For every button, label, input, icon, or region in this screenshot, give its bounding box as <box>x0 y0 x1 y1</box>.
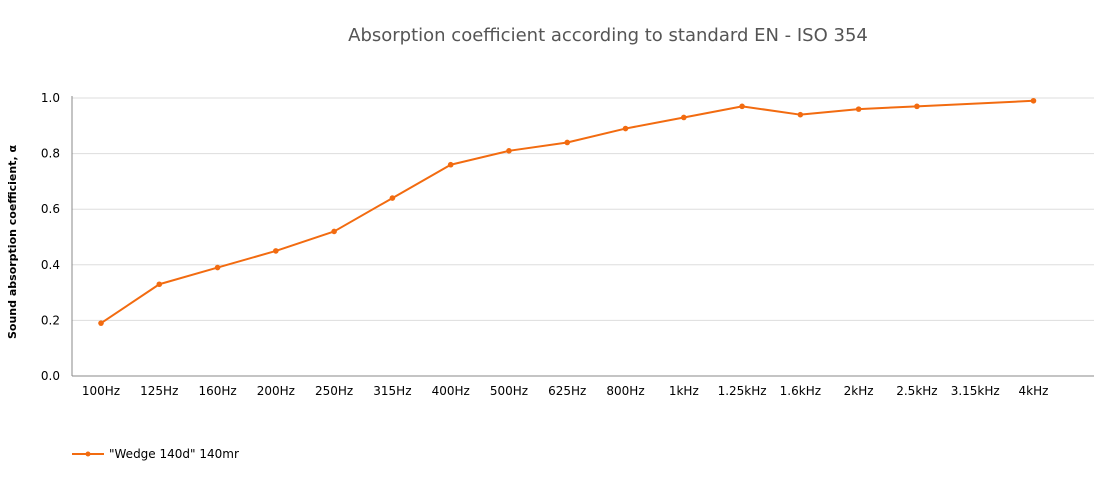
axes <box>71 96 1094 377</box>
legend-label: "Wedge 140d" 140mr <box>109 447 239 461</box>
data-point <box>739 103 745 110</box>
data-point <box>855 106 862 112</box>
y-tick-label: 0.8 <box>41 147 60 161</box>
data-point <box>331 228 337 235</box>
series-layer <box>98 97 1037 326</box>
data-point <box>273 248 279 254</box>
x-tick-label: 625Hz <box>548 384 586 398</box>
x-tick-label: 315Hz <box>373 384 411 398</box>
data-point <box>1030 97 1037 104</box>
legend-marker-swatch <box>85 451 91 457</box>
data-point <box>506 148 512 154</box>
y-tick-label: 0.6 <box>41 202 60 216</box>
grid-lines <box>72 97 1094 321</box>
x-tick-label: 400Hz <box>432 384 470 398</box>
series-line <box>100 99 1034 325</box>
x-tick-label: 200Hz <box>257 384 295 398</box>
legend[interactable]: "Wedge 140d" 140mr <box>72 447 239 461</box>
y-axis-title: Sound absorption coefficient, α <box>6 145 19 339</box>
x-tick-label: 250Hz <box>315 384 353 398</box>
x-tick-label: 4kHz <box>1019 384 1049 398</box>
data-point <box>622 125 629 132</box>
x-tick-label: 1.25kHz <box>718 384 767 398</box>
y-tick-labels: 0.0 0.2 0.4 0.6 0.8 1.0 <box>41 91 60 383</box>
y-tick-label: 0.2 <box>41 313 60 327</box>
data-point <box>797 111 804 118</box>
data-point <box>156 281 163 288</box>
data-point <box>389 195 396 201</box>
data-point <box>98 320 104 326</box>
data-point <box>681 114 687 121</box>
x-tick-label: 800Hz <box>606 384 644 398</box>
x-tick-label: 125Hz <box>140 384 178 398</box>
x-tick-label: 2.5kHz <box>896 384 937 398</box>
x-tick-label: 2kHz <box>844 384 874 398</box>
chart-title: Absorption coefficient according to stan… <box>348 25 868 46</box>
x-tick-label: 1kHz <box>669 384 699 398</box>
data-point <box>564 139 571 146</box>
data-point <box>214 264 221 271</box>
y-tick-label: 0.0 <box>41 369 60 383</box>
data-point <box>914 103 920 110</box>
x-tick-label: 500Hz <box>490 384 528 398</box>
x-tick-label: 160Hz <box>198 384 236 398</box>
y-tick-label: 1.0 <box>41 91 60 105</box>
x-tick-label: 1.6kHz <box>780 384 821 398</box>
x-tick-label: 3.15kHz <box>951 384 1000 398</box>
x-tick-labels: 100Hz 125Hz 160Hz 200Hz 250Hz 315Hz 400Hz 500Hz… <box>82 384 1049 398</box>
y-tick-label: 0.4 <box>41 258 60 272</box>
data-point <box>447 161 454 168</box>
x-tick-label: 100Hz <box>82 384 120 398</box>
